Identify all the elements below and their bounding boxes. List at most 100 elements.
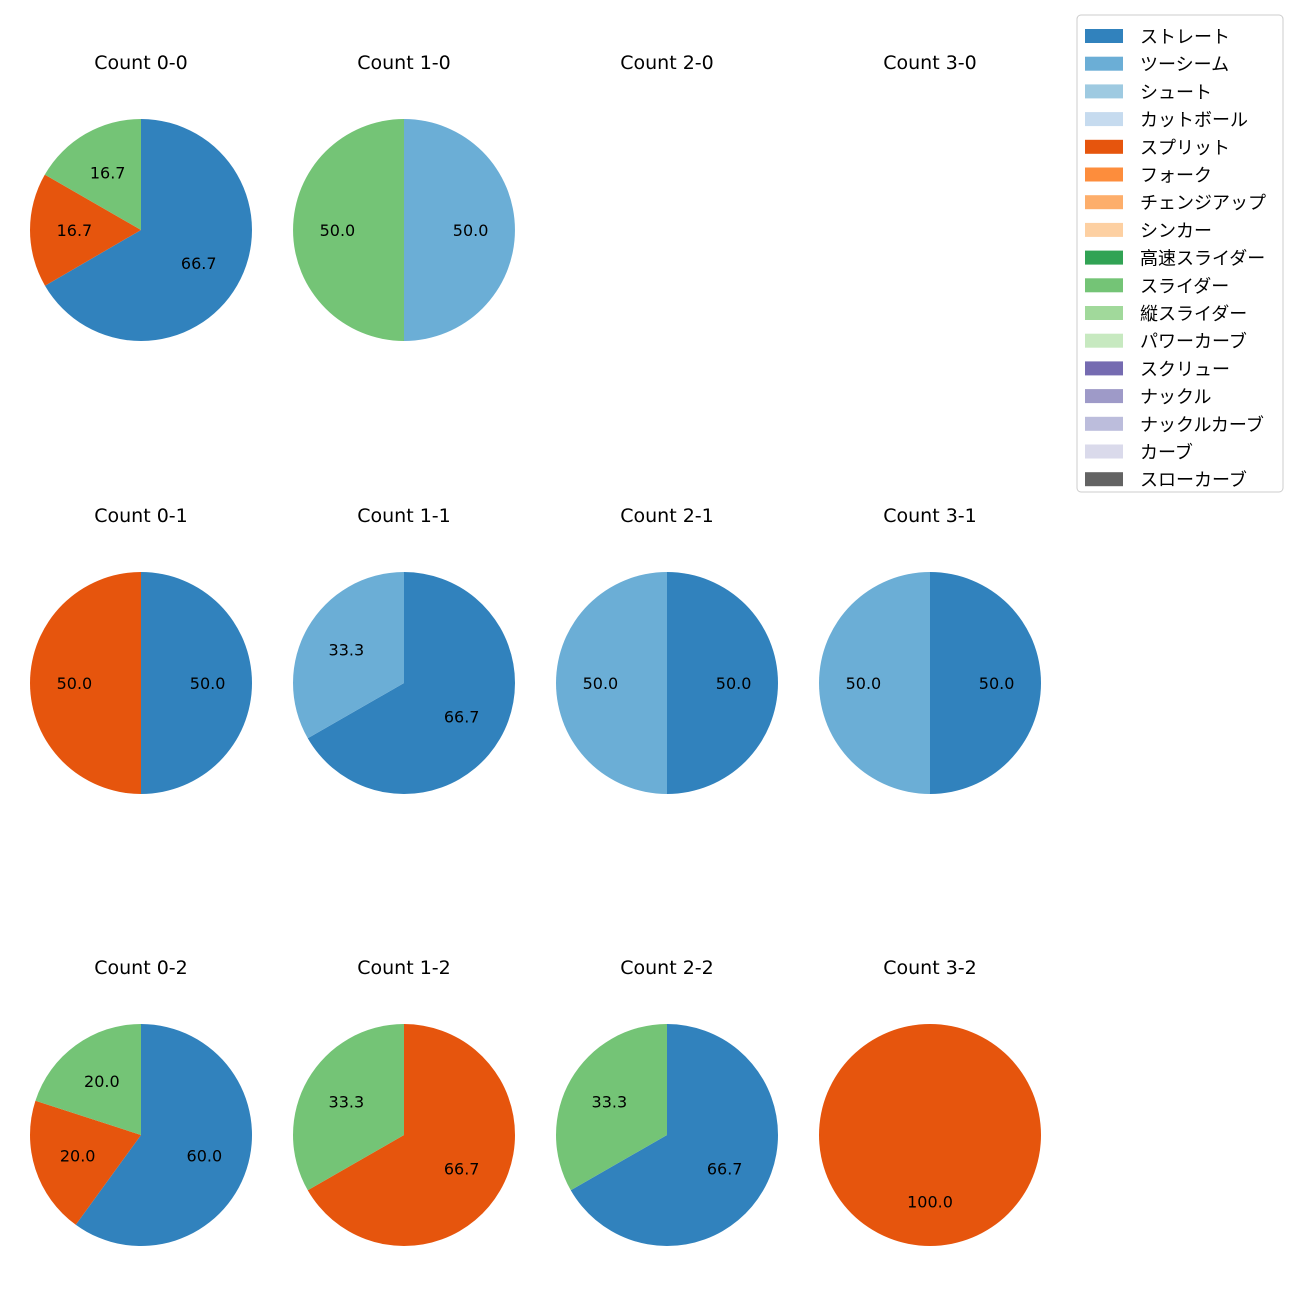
legend-swatch [1085,278,1123,293]
pie-slice [141,572,252,794]
pie-slice-label: 50.0 [190,674,226,693]
legend-swatch [1085,56,1123,71]
pie-count-1-1: Count 1-1 66.7 33.3 [293,505,515,794]
pie-slice [307,1024,515,1246]
legend-item: 縦スライダー [1085,304,1247,325]
legend-swatch [1085,167,1123,182]
pie-slice [556,572,667,794]
legend-label: スローカーブ [1140,469,1247,491]
pie-slice [819,572,930,794]
pie-slice [667,572,778,794]
pie-slice-label: 50.0 [453,221,489,240]
legend-label: カーブ [1140,442,1193,464]
pie-slice-label: 66.7 [444,1159,480,1178]
legend-item: スクリュー [1085,359,1230,380]
pie-slice [35,1024,142,1135]
legend-item: ツーシーム [1085,55,1229,76]
pie-title: Count 3-1 [883,505,977,527]
pie-count-0-2: Count 0-2 60.0 20.0 20.0 [29,957,252,1246]
legend: ストレートツーシームシュートカットボールスプリットフォークチェンジアップシンカー… [1076,14,1284,493]
pie-slice-label: 33.3 [329,1093,365,1112]
legend-item: シンカー [1085,221,1212,242]
pie-title: Count 3-2 [883,957,977,979]
legend-item: カットボール [1085,110,1248,131]
legend-swatch [1085,389,1123,404]
pie-slice [30,572,141,794]
pie-count-1-2: Count 1-2 66.7 33.3 [293,957,515,1246]
legend-label: パワーカーブ [1140,331,1247,353]
legend-label: シュート [1140,82,1212,103]
legend-swatch [1085,250,1123,265]
pie-slice-label: 66.7 [707,1159,743,1178]
pie-slice [293,119,404,341]
pie-slice-label: 33.3 [329,641,365,660]
legend-label: カットボール [1140,110,1248,131]
legend-label: チェンジアップ [1140,193,1266,214]
pie-slice [293,572,404,739]
legend-item: スライダー [1085,276,1229,297]
pie-title: Count 2-2 [620,957,714,979]
pie-slice-label: 16.7 [90,163,126,182]
pie-slice-label: 60.0 [187,1147,223,1166]
pie-slice [44,119,252,341]
pie-slice-label: 16.7 [57,221,93,240]
legend-item: 高速スライダー [1085,249,1265,270]
pie-slice-label: 50.0 [846,674,882,693]
legend-swatch [1085,306,1123,320]
legend-swatch [1085,195,1123,210]
pie-slice-label: 20.0 [84,1072,120,1091]
legend-label: ツーシーム [1140,55,1229,76]
pie-slice [930,572,1041,794]
legend-label: スライダー [1140,276,1229,297]
legend-swatch [1085,416,1123,431]
pie-slice [404,119,515,341]
pie-count-3-0: Count 3-0 [883,52,977,74]
legend-item: パワーカーブ [1085,331,1247,353]
legend-label: スプリット [1140,138,1230,159]
pie-count-3-2: Count 3-2 100.0 [819,957,1041,1246]
pie-slice-label: 50.0 [57,674,93,693]
pie-slice [44,119,141,230]
legend-label: 縦スライダー [1140,304,1247,325]
legend-item: スローカーブ [1085,469,1247,491]
legend-swatch [1085,472,1123,487]
pie-slice-label: 33.3 [592,1093,628,1112]
pie-title: Count 2-1 [620,505,714,527]
legend-label: ナックルカーブ [1140,414,1264,436]
pie-count-3-1: Count 3-1 50.0 50.0 [819,505,1041,794]
pie-slice-label: 66.7 [444,707,480,726]
pie-count-2-1: Count 2-1 50.0 50.0 [556,505,778,794]
legend-item: チェンジアップ [1085,193,1266,214]
pie-slice-label: 50.0 [583,674,619,693]
pie-slice [570,1024,778,1246]
pie-slice-label: 66.7 [181,254,217,273]
pie-title: Count 1-1 [357,505,451,527]
legend-item: ナックルカーブ [1085,414,1264,436]
pie-slice-label: 50.0 [320,221,356,240]
legend-swatch [1085,361,1123,376]
legend-item: ナックル [1085,387,1211,408]
pie-title: Count 0-0 [94,52,188,74]
pie-slice [29,1100,142,1225]
pie-title: Count 1-2 [357,957,451,979]
legend-label: ストレート [1140,27,1230,48]
legend-item: フォーク [1085,166,1212,187]
pie-title: Count 3-0 [883,52,977,74]
pie-title: Count 2-0 [620,52,714,74]
pie-title: Count 0-2 [94,957,188,979]
legend-swatch [1085,84,1123,99]
legend-swatch [1085,444,1123,459]
legend-swatch [1085,333,1123,348]
legend-item: シュート [1085,82,1212,103]
pie-title: Count 1-0 [357,52,451,74]
legend-item: カーブ [1085,442,1193,464]
pie-slice [555,1023,667,1191]
legend-label: 高速スライダー [1140,249,1265,270]
pie-slice [307,572,515,794]
pie-slice-label: 50.0 [979,674,1015,693]
pie-slice [819,1024,1041,1246]
pie-slice [29,174,141,286]
legend-label: ナックル [1140,387,1211,408]
